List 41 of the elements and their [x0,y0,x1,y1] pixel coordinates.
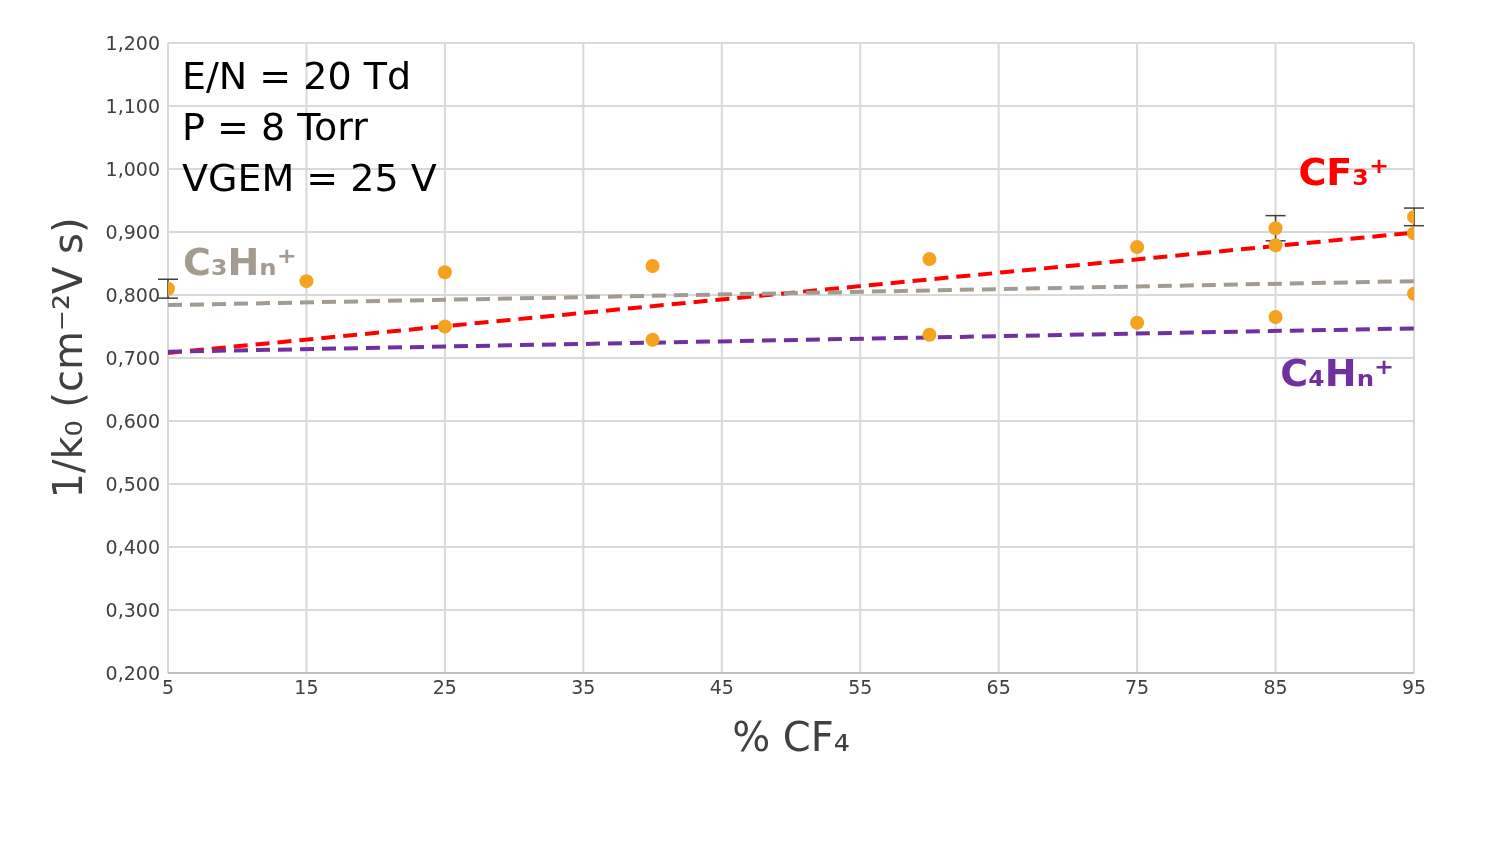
y-tick-label: 0,300 [105,598,160,621]
annotation: VGEM = 25 V [182,155,437,202]
y-tick-label: 0,900 [105,220,160,243]
point [922,327,937,342]
y-tick-label: 1,000 [105,157,160,180]
point [299,274,314,289]
y-tick-label: 0,800 [105,283,160,306]
x-tick-label: 85 [1263,676,1288,699]
y-tick-label: 1,200 [105,31,160,54]
point [437,319,452,334]
y-tick-label: 0,700 [105,346,160,369]
x-tick-label: 5 [161,676,175,699]
x-axis-title: % CF₄ [732,714,850,760]
y-tick-label: 0,200 [105,661,160,684]
point [645,332,660,347]
annotation: E/N = 20 Td [182,53,412,100]
y-tick-label: 0,600 [105,409,160,432]
series-label: C₃Hₙ⁺ [183,240,297,285]
point [1268,221,1283,236]
point [1268,310,1283,325]
point [437,265,452,280]
x-tick-label: 35 [571,676,596,699]
x-tick-label: 55 [848,676,873,699]
y-tick-label: 1,100 [105,94,160,117]
series-label: C₄Hₙ⁺ [1280,351,1394,396]
point [1130,240,1145,255]
x-tick-label: 75 [1125,676,1150,699]
x-tick-label: 15 [294,676,319,699]
y-tick-label: 0,500 [105,472,160,495]
y-axis-title: 1/k₀ (cm⁻²V s) [45,217,92,499]
point [922,252,937,267]
x-tick-label: 25 [432,676,457,699]
annotation: P = 8 Torr [182,104,369,151]
point [1130,315,1145,330]
x-tick-label: 45 [709,676,734,699]
x-tick-label: 65 [986,676,1011,699]
point [1268,238,1283,253]
point [645,259,660,274]
series-label: CF₃⁺ [1298,149,1389,194]
x-tick-label: 95 [1401,676,1427,699]
y-tick-label: 0,400 [105,535,160,558]
